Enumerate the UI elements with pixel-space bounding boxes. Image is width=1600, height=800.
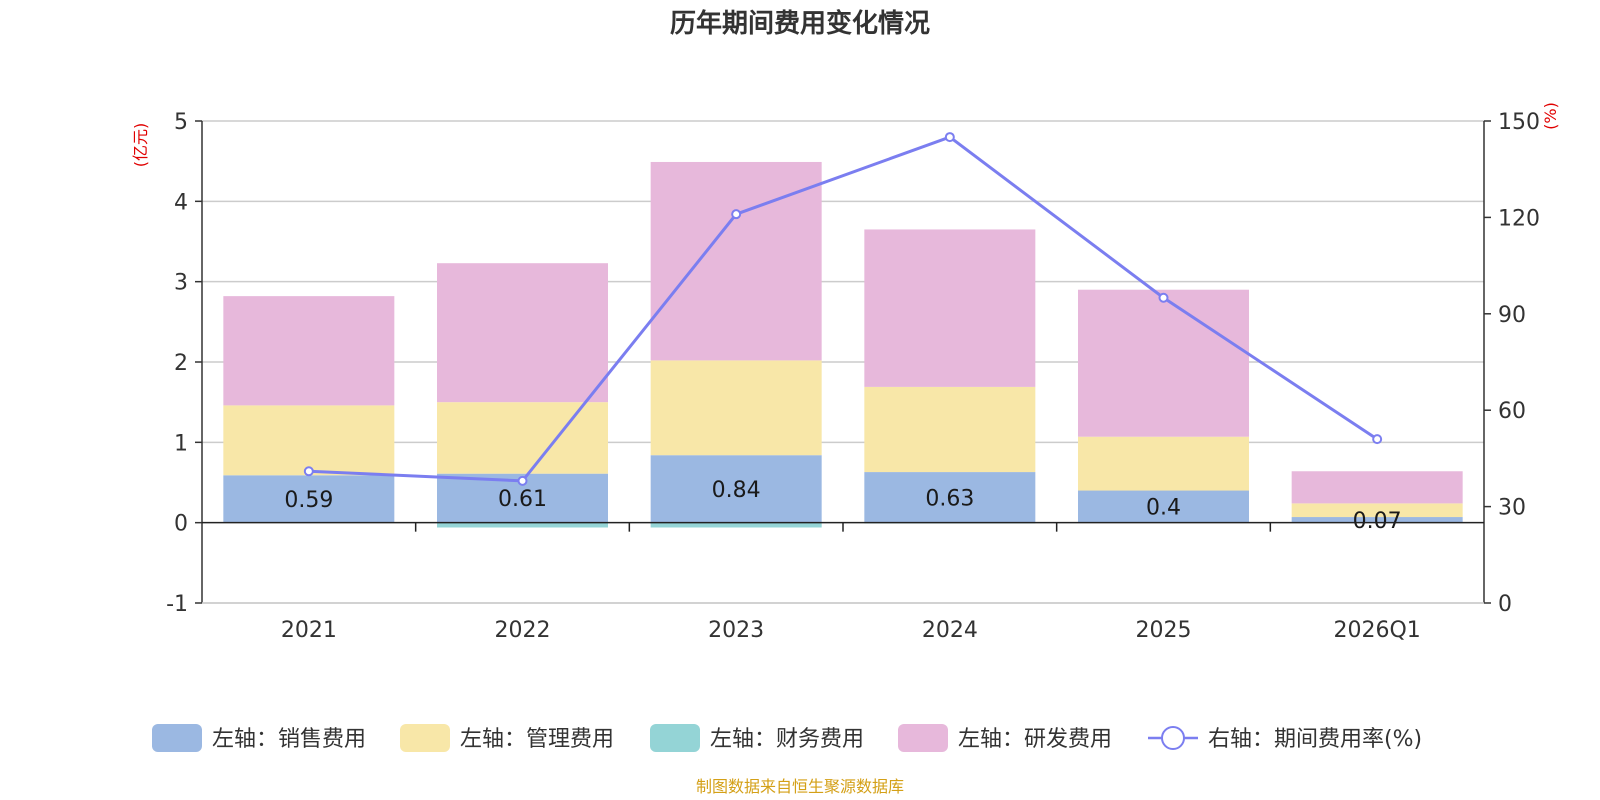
bar-value-label: 0.61 xyxy=(498,487,547,512)
axes-layer: 5 4 3 2 1 0 -1 150 120 90 60 30 0 2021 2022 2023 2024 202… xyxy=(166,110,1540,643)
left-tick-label: -1 xyxy=(166,592,188,617)
bar-segment xyxy=(1078,436,1249,491)
legend-swatch xyxy=(400,724,450,752)
bar-value-label: 0.84 xyxy=(712,478,761,503)
right-tick-label: 150 xyxy=(1498,110,1540,135)
bar-segment xyxy=(1078,490,1249,523)
expense-rate-point xyxy=(731,209,742,220)
expense-rate-point xyxy=(944,132,955,143)
bar-segment xyxy=(1291,471,1463,504)
category-label: 2025 xyxy=(1136,618,1192,643)
bar-segment xyxy=(650,455,822,523)
expense-rate-point xyxy=(303,466,314,477)
bar-segment xyxy=(1291,517,1463,523)
bar-segment xyxy=(864,386,1036,473)
legend-item-label: 左轴：管理费用 xyxy=(460,727,614,752)
legend: 左轴：销售费用 左轴：管理费用 左轴：财务费用 左轴：研发费用 右轴：期间费用率(%) xyxy=(152,724,1422,752)
left-tick-label: 0 xyxy=(174,512,188,537)
right-tick-label: 90 xyxy=(1498,303,1526,328)
source-note: 制图数据来自恒生聚源数据库 xyxy=(696,777,904,796)
category-label: 2022 xyxy=(495,618,551,643)
category-label: 2024 xyxy=(922,618,978,643)
legend-swatch xyxy=(152,724,202,752)
legend-swatch-marker xyxy=(1161,726,1185,750)
bar-segment xyxy=(437,263,608,403)
chart-title: 历年期间费用变化情况 xyxy=(670,8,930,39)
right-tick-label: 120 xyxy=(1498,206,1540,231)
right-tick-label: 30 xyxy=(1498,496,1526,521)
expense-rate-point xyxy=(517,475,528,486)
category-label: 2026Q1 xyxy=(1334,618,1421,643)
right-tick-label: 0 xyxy=(1498,592,1512,617)
left-tick-label: 3 xyxy=(174,271,188,296)
bar-segment xyxy=(437,522,608,528)
bars-layer xyxy=(223,161,1463,528)
bar-value-label: 0.59 xyxy=(284,488,333,513)
bar-value-label: 0.07 xyxy=(1353,509,1402,534)
expense-rate-line xyxy=(308,135,1378,483)
bar-segment xyxy=(1291,503,1463,518)
line-layer xyxy=(303,132,1383,486)
left-axis-unit: (亿元) xyxy=(131,123,150,168)
bar-segment xyxy=(1078,289,1249,437)
expense-rate-point xyxy=(1158,292,1169,303)
legend-item-label: 左轴：销售费用 xyxy=(212,727,366,752)
left-tick-label: 5 xyxy=(174,110,188,135)
bar-segment xyxy=(223,405,395,476)
right-tick-label: 60 xyxy=(1498,399,1526,424)
legend-item-label: 左轴：研发费用 xyxy=(958,727,1112,752)
category-label: 2023 xyxy=(708,618,764,643)
data-labels-layer: 0.59 0.61 0.84 0.63 0.4 0.07 xyxy=(284,478,1401,534)
bar-segment xyxy=(650,522,822,528)
expense-rate-point xyxy=(1372,434,1383,445)
legend-item-label: 右轴：期间费用率(%) xyxy=(1208,727,1422,752)
left-tick-label: 2 xyxy=(174,351,188,376)
bar-segment xyxy=(437,402,608,474)
right-axis-unit: (%) xyxy=(1541,102,1560,130)
bar-value-label: 0.63 xyxy=(925,486,974,511)
bar-segment xyxy=(864,229,1036,387)
bar-segment xyxy=(864,472,1036,523)
left-tick-label: 1 xyxy=(174,431,188,456)
left-tick-label: 4 xyxy=(174,190,188,215)
legend-swatch xyxy=(650,724,700,752)
bar-segment xyxy=(650,360,822,456)
bar-value-label: 0.4 xyxy=(1146,496,1181,521)
legend-swatch xyxy=(898,724,948,752)
legend-item-label: 左轴：财务费用 xyxy=(710,727,864,752)
bar-segment xyxy=(223,475,395,523)
bar-segment xyxy=(223,296,395,406)
category-label: 2021 xyxy=(281,618,337,643)
